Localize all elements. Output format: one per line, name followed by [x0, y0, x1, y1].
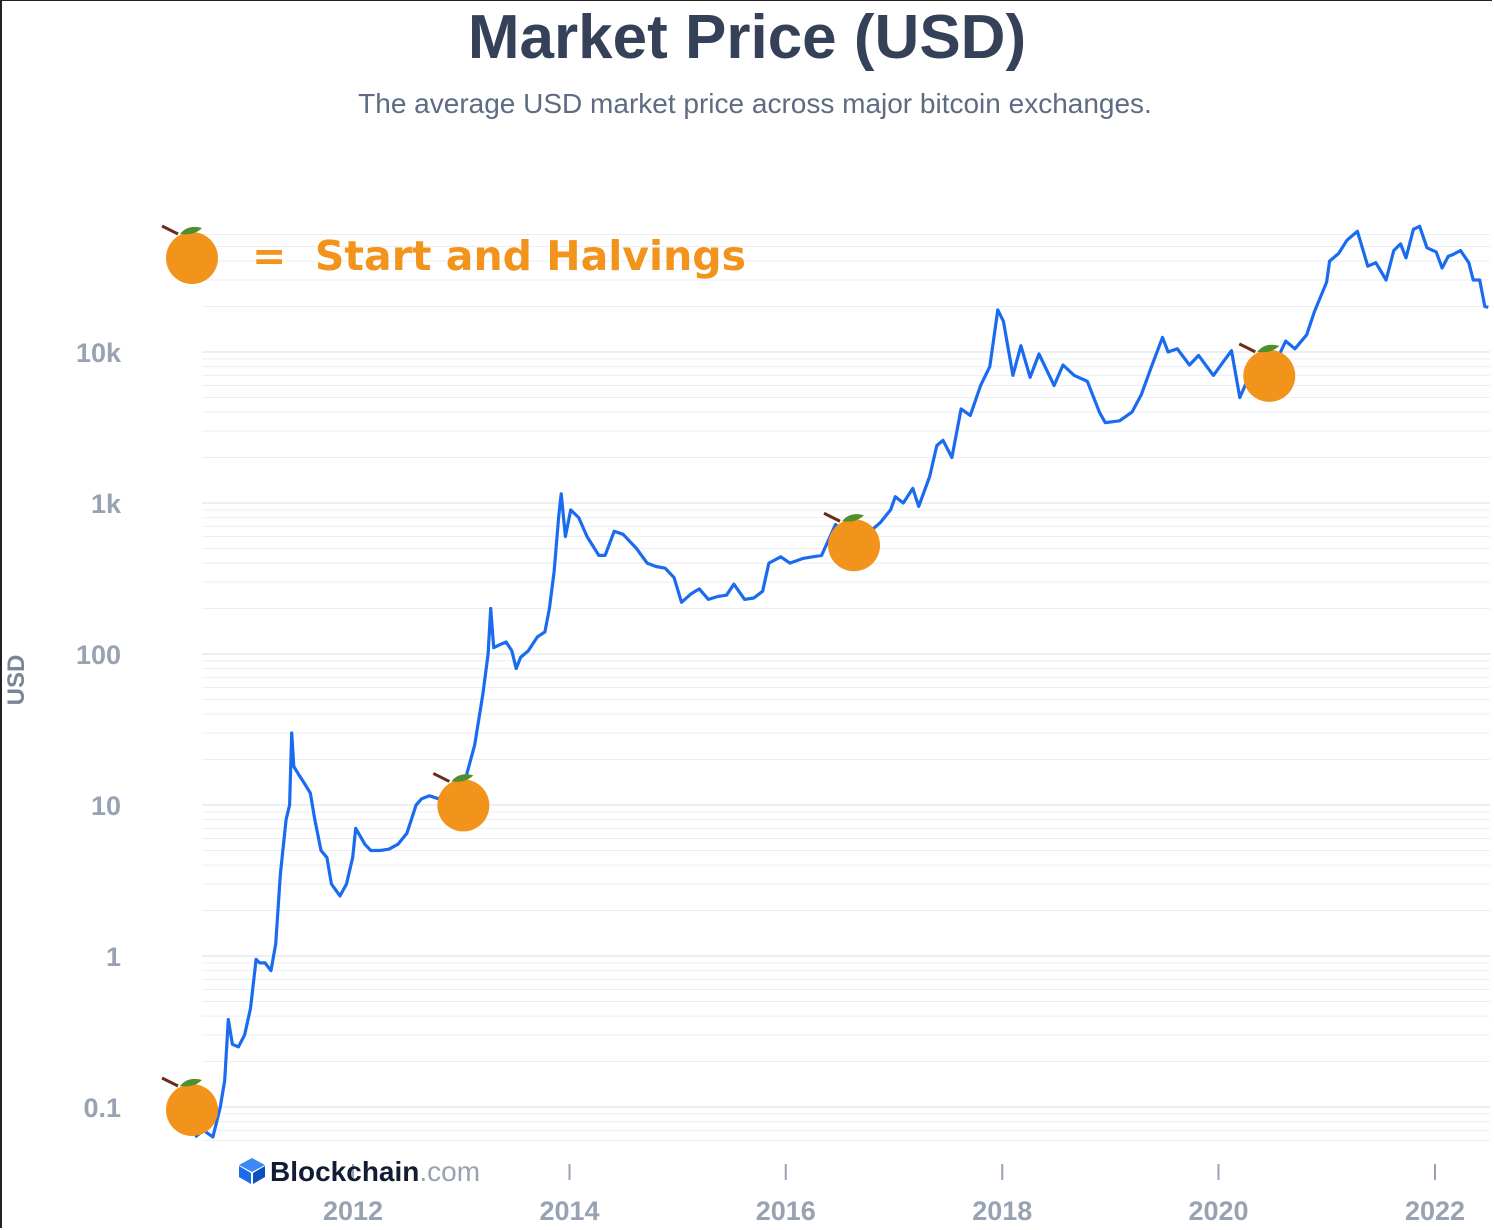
- orange-marker: [161, 1076, 218, 1136]
- brand-name: Blockchain: [270, 1156, 420, 1187]
- x-tick-label: 2014: [539, 1196, 599, 1226]
- price-series-line: [194, 224, 1489, 1139]
- y-axis-ticks: 0.1 1 10 100 1k 10k: [76, 338, 122, 1123]
- x-tick-label: 2012: [323, 1196, 383, 1226]
- blockchain-brand[interactable]: Blockchain.com: [238, 1156, 480, 1188]
- orange-icon: [437, 779, 490, 832]
- legend-label: = Start and Halvings: [252, 232, 747, 280]
- gridlines: [202, 233, 1490, 1141]
- halving-markers: [161, 342, 1296, 1136]
- leaf-icon: [451, 774, 474, 782]
- orange-icon: [166, 1084, 218, 1136]
- legend-orange-icon: [161, 224, 218, 284]
- x-tick-label: 2018: [972, 1196, 1032, 1226]
- x-tick-label: 2020: [1188, 1196, 1248, 1226]
- chart-title: Market Price (USD): [467, 3, 1027, 72]
- y-tick-label: 100: [76, 640, 121, 670]
- x-axis-ticks: 2012 2014 2016 2018 2020 2022: [323, 1164, 1465, 1226]
- orange-marker: [823, 511, 881, 572]
- leaf-icon: [842, 514, 865, 522]
- blockchain-logo-icon: [239, 1158, 265, 1184]
- y-axis-label: USD: [3, 655, 30, 706]
- leaf-icon: [180, 226, 202, 235]
- stem-icon: [1238, 342, 1256, 354]
- orange-icon: [166, 232, 218, 284]
- orange-icon: [828, 519, 881, 572]
- orange-marker: [432, 772, 490, 832]
- x-tick-label: 2016: [756, 1196, 816, 1226]
- leaf-icon: [180, 1078, 202, 1087]
- orange-marker: [1238, 342, 1296, 402]
- y-tick-label: 10k: [76, 338, 122, 368]
- y-tick-label: 1: [106, 942, 121, 972]
- leaf-icon: [1257, 344, 1280, 353]
- y-tick-label: 10: [91, 791, 121, 821]
- stem-icon: [161, 1076, 179, 1088]
- chart-subtitle: The average USD market price across majo…: [358, 88, 1152, 119]
- stem-icon: [161, 224, 179, 236]
- stem-icon: [823, 511, 841, 523]
- orange-icon: [1243, 349, 1296, 402]
- y-tick-label: 1k: [91, 489, 122, 519]
- brand-domain: .com: [419, 1156, 481, 1187]
- y-tick-label: 0.1: [83, 1093, 121, 1123]
- stem-icon: [432, 772, 451, 783]
- x-tick-label: 2022: [1405, 1196, 1465, 1226]
